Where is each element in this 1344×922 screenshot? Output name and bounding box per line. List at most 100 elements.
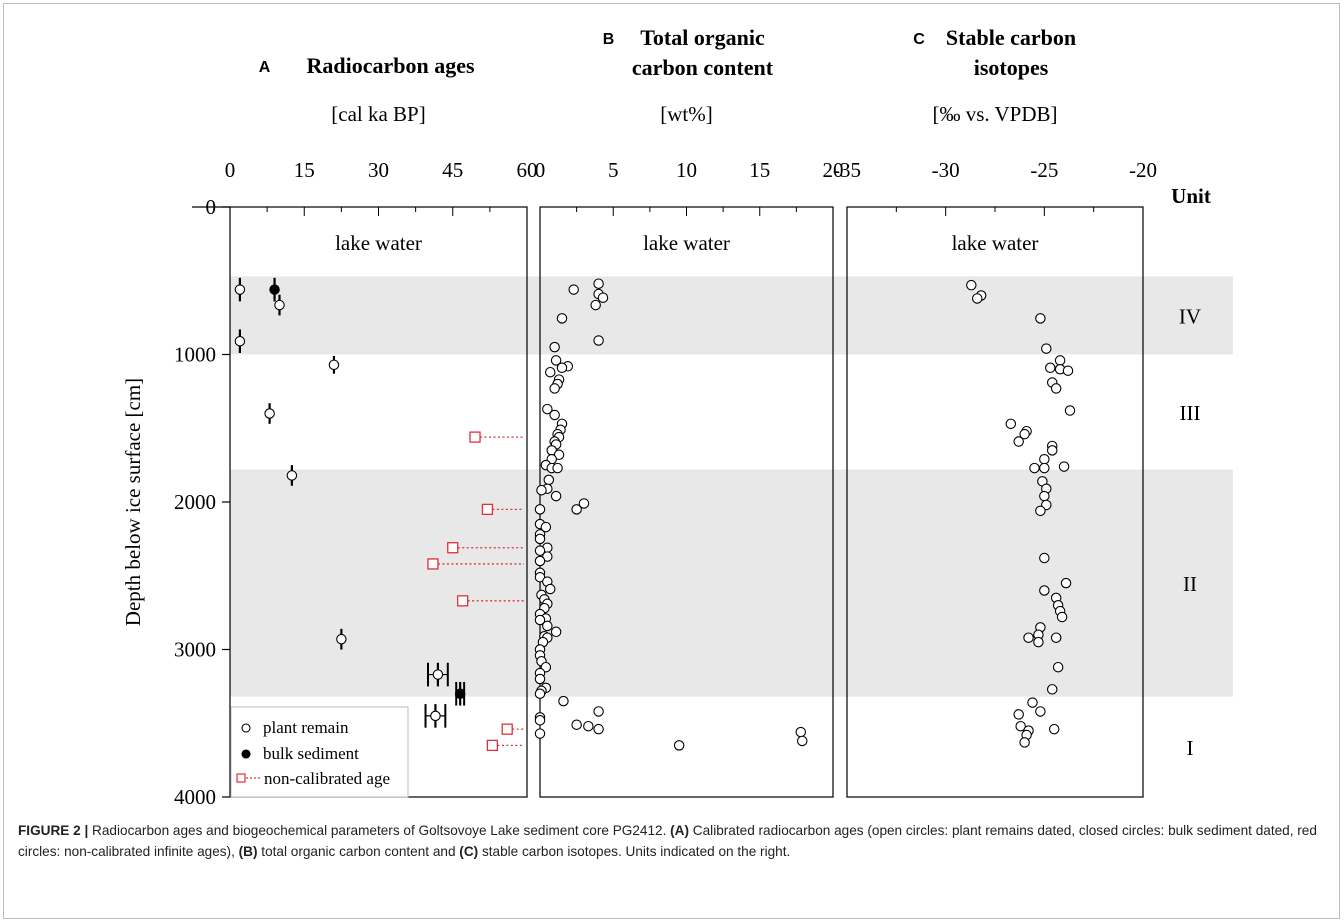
data-point — [1019, 428, 1030, 440]
data-point — [571, 719, 582, 730]
data-point — [1052, 661, 1064, 673]
x-tick-label: 60 — [517, 158, 538, 182]
caption-intro: Radiocarbon ages and biogeochemical para… — [88, 823, 671, 838]
y-tick-label: 2000 — [174, 490, 216, 514]
panel-A-unit: [cal ka BP] — [331, 102, 425, 126]
unit-header: Unit — [1171, 184, 1211, 208]
data-point — [550, 355, 562, 366]
plant-remain-marker — [432, 669, 444, 680]
data-point — [550, 490, 562, 502]
data-point — [534, 545, 546, 556]
non-calibrated-age-marker — [486, 739, 499, 752]
figure-caption: FIGURE 2 | Radiocarbon ages and biogeoch… — [18, 820, 1318, 862]
data-point — [536, 484, 547, 496]
panel-A-letter: A — [259, 59, 271, 76]
plant-remain-marker — [264, 408, 275, 419]
data-point — [549, 383, 560, 394]
non-calibrated-age-marker — [469, 431, 481, 443]
lake-water-label: lake water — [643, 231, 730, 255]
data-point — [593, 335, 604, 346]
legend-bulk-sediment-icon — [241, 749, 251, 759]
data-point — [583, 720, 594, 732]
unit-label: II — [1183, 572, 1197, 596]
data-point — [1033, 636, 1044, 648]
x-tick-label: 45 — [442, 158, 463, 182]
panel-A-title: Radiocarbon ages — [306, 53, 475, 78]
panel-C-title-line2: isotopes — [974, 55, 1049, 80]
data-point — [1046, 684, 1058, 695]
data-point — [1064, 405, 1076, 416]
legend-entry-plant-remain: plant remain — [263, 718, 349, 737]
data-point — [534, 614, 546, 626]
x-tick-label: 10 — [676, 158, 697, 182]
caption-figure-label: FIGURE 2 | — [18, 823, 89, 838]
x-tick-label: -35 — [833, 158, 861, 182]
x-tick-label: 0 — [225, 158, 236, 182]
lake-water-label: lake water — [335, 231, 422, 255]
data-point — [593, 278, 604, 289]
data-point — [597, 292, 609, 303]
data-point — [1013, 436, 1024, 447]
non-calibrated-age-marker — [456, 595, 469, 607]
data-point — [1035, 706, 1046, 717]
data-point — [1060, 577, 1072, 589]
y-tick-label: 0 — [206, 195, 217, 219]
data-point — [1062, 365, 1074, 376]
data-point — [540, 521, 552, 533]
data-point — [795, 726, 807, 738]
plant-remain-marker — [234, 284, 246, 295]
panel-C-title-line1: Stable carbon — [946, 25, 1076, 50]
data-point — [966, 279, 977, 291]
unit-band-shading — [230, 276, 1233, 355]
plant-remain-marker — [328, 359, 340, 371]
data-point — [1054, 355, 1066, 366]
plant-remain-marker — [274, 299, 285, 311]
panel-B-title-line1: Total organic — [640, 25, 765, 50]
panel-B-title-line2: carbon content — [632, 55, 774, 80]
plant-remain-marker — [286, 470, 298, 481]
data-point — [1039, 462, 1050, 474]
data-point — [1050, 632, 1062, 643]
y-tick-label: 4000 — [174, 785, 216, 809]
data-point — [1029, 462, 1040, 474]
caption-a-label: (A) — [670, 823, 690, 838]
data-point — [590, 299, 601, 311]
caption-c-text: stable carbon isotopes. Units indicated … — [478, 844, 791, 859]
data-point — [550, 626, 562, 638]
x-tick-label: 5 — [608, 158, 619, 182]
unit-label: III — [1180, 401, 1201, 425]
data-point — [534, 533, 546, 545]
plant-remain-marker — [234, 335, 246, 347]
panel-B-unit: [wt%] — [660, 102, 712, 126]
legend-entry-non-calibrated: non-calibrated age — [264, 769, 390, 788]
data-point — [1019, 737, 1030, 748]
data-point — [1046, 445, 1058, 456]
unit-label: IV — [1179, 304, 1201, 328]
non-calibrated-age-marker — [447, 542, 459, 554]
caption-b-text: total organic carbon content and — [257, 844, 460, 859]
plant-remain-marker — [430, 710, 441, 722]
non-calibrated-age-marker — [501, 723, 513, 735]
data-point — [534, 673, 546, 685]
legend-plant-remain-icon — [241, 723, 251, 733]
y-tick-label: 3000 — [174, 638, 216, 662]
data-point — [1041, 343, 1052, 354]
data-point — [1058, 461, 1070, 472]
bulk-sediment-marker — [269, 284, 280, 295]
panel-C-letter: C — [913, 31, 925, 48]
data-point — [534, 504, 546, 515]
data-point — [534, 555, 546, 567]
non-calibrated-age-marker — [481, 503, 494, 516]
data-point — [1027, 697, 1038, 708]
data-point — [545, 583, 556, 595]
data-point — [593, 723, 604, 735]
data-point — [534, 688, 546, 699]
data-point — [556, 362, 568, 374]
data-point — [1039, 490, 1050, 502]
x-tick-label: -20 — [1129, 158, 1157, 182]
caption-a-text: Calibrated radiocarbon ages (open circle… — [18, 823, 1317, 859]
y-axis-label: Depth below ice surface [cm] — [121, 378, 145, 626]
data-point — [971, 293, 983, 304]
x-tick-label: -25 — [1030, 158, 1058, 182]
